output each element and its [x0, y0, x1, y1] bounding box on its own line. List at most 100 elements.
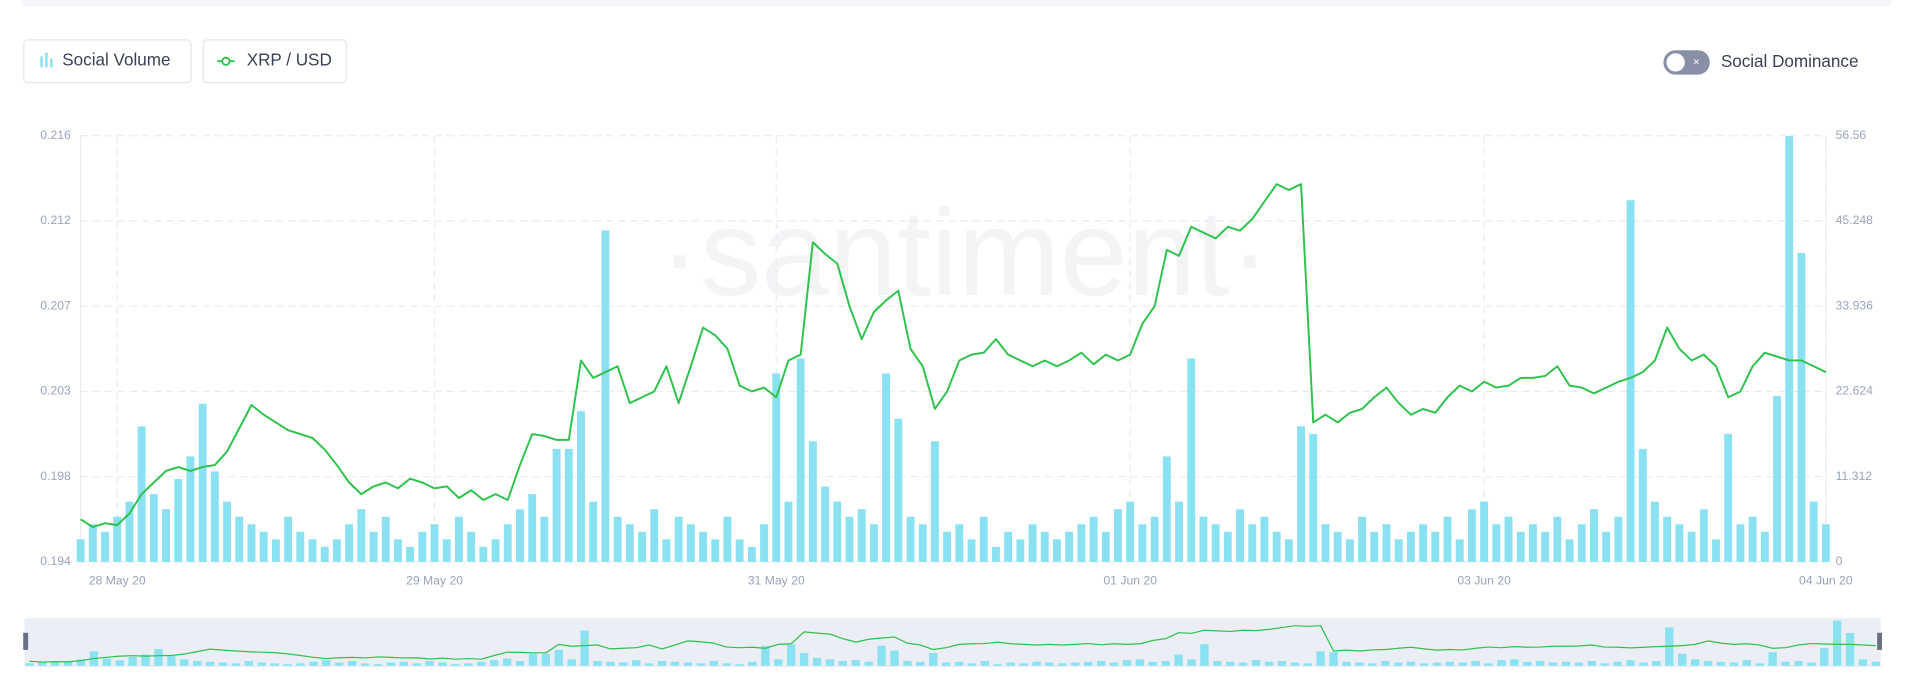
bar	[455, 516, 463, 562]
navigator-bar	[180, 659, 189, 666]
navigator-bar	[696, 663, 705, 666]
bar	[345, 524, 354, 562]
bar	[747, 546, 756, 562]
bar	[625, 524, 634, 562]
navigator-bar	[1303, 663, 1312, 666]
legend-icon	[50, 58, 53, 68]
navigator-bar	[1794, 660, 1803, 666]
bar	[882, 373, 891, 562]
bar	[198, 403, 207, 562]
bar	[1797, 252, 1806, 562]
y-tick-label: 0.207	[40, 298, 71, 312]
navigator-bar	[1613, 661, 1622, 666]
navigator-bar	[1058, 663, 1067, 666]
bar	[723, 516, 732, 562]
legend-xrp[interactable]: XRP / USD	[202, 39, 347, 84]
bar	[296, 531, 305, 562]
bar	[491, 539, 500, 562]
bar	[1638, 448, 1647, 562]
navigator-bar	[1587, 660, 1596, 666]
bar	[638, 531, 646, 562]
navigator-bar	[1755, 663, 1764, 666]
navigator-bar	[515, 660, 525, 666]
navigator-bar	[102, 658, 111, 666]
bar	[430, 524, 439, 562]
x-tick-label: 31 May 20	[748, 574, 805, 588]
legend-button[interactable]	[23, 39, 192, 84]
bar	[1223, 531, 1232, 562]
bar	[1101, 531, 1110, 562]
navigator-bar	[929, 652, 938, 666]
navigator-bar	[1523, 661, 1532, 666]
navigator-bar	[1045, 662, 1054, 666]
navigator-bar	[993, 664, 1002, 666]
bar	[857, 509, 866, 562]
bar	[564, 448, 573, 562]
navigator-bar	[722, 663, 731, 666]
navigator-bar	[799, 652, 809, 666]
bar	[735, 539, 744, 562]
bar	[88, 524, 97, 562]
navigator-bar	[528, 653, 538, 666]
bar	[528, 494, 537, 562]
navigator-bar	[360, 663, 370, 666]
navigator-bar	[283, 664, 292, 666]
bar	[186, 456, 195, 562]
navigator-bar	[128, 656, 137, 666]
bar	[1651, 501, 1659, 562]
navigator-bar	[1393, 662, 1403, 666]
bar	[1150, 516, 1159, 562]
bar	[1760, 531, 1769, 562]
navigator-bar	[1678, 653, 1687, 666]
navigator-bar	[1226, 661, 1235, 666]
navigator-bar	[1807, 662, 1816, 666]
legend-button[interactable]	[202, 39, 347, 84]
bar	[516, 509, 524, 562]
bar	[1504, 516, 1513, 562]
navigator-bar	[632, 660, 641, 666]
navigator-bar	[838, 660, 848, 666]
bar	[1516, 531, 1525, 562]
navigator-bar	[322, 660, 331, 666]
bar	[979, 516, 988, 562]
navigator-bar	[218, 662, 228, 666]
navigator-bar	[554, 649, 563, 666]
bar	[918, 524, 927, 562]
bar	[540, 516, 549, 562]
navigator-bar	[1148, 661, 1157, 666]
navigator-handle[interactable]	[23, 632, 29, 650]
navigator-bar	[851, 660, 860, 666]
navigator-bar	[38, 661, 47, 666]
navigator-bar	[1368, 663, 1377, 666]
toggle-label: Social Dominance	[1721, 52, 1859, 71]
navigator-bar	[231, 663, 241, 666]
navigator-bar	[619, 662, 628, 666]
navigator-bar	[296, 663, 305, 666]
navigator-bar	[644, 663, 654, 666]
bar	[247, 524, 256, 562]
navigator-bar	[1084, 661, 1093, 666]
navigator-bar	[1213, 660, 1222, 666]
y-tick-label: 0.203	[40, 384, 71, 398]
navigator-handle[interactable]	[1877, 632, 1883, 650]
bar	[1126, 501, 1135, 562]
legend-social-volume[interactable]: Social Volume	[23, 39, 192, 84]
bar	[1528, 524, 1537, 562]
x-tick-label: 01 Jun 20	[1103, 574, 1157, 588]
navigator-bar	[567, 659, 576, 666]
navigator-bar	[709, 660, 718, 666]
y2-tick-label: 45.248	[1836, 213, 1874, 227]
bar	[699, 531, 707, 562]
navigator[interactable]	[24, 618, 1881, 667]
y-tick-label: 0.194	[40, 554, 71, 568]
bar	[1724, 433, 1733, 562]
toggle-knob	[1666, 53, 1685, 72]
navigator-bar	[1742, 660, 1751, 666]
navigator-bar	[50, 662, 60, 666]
bar	[1004, 531, 1013, 562]
bar	[1821, 524, 1830, 562]
dominance-toggle[interactable]: × Social Dominance	[1663, 50, 1859, 75]
legend-icon	[40, 56, 43, 68]
